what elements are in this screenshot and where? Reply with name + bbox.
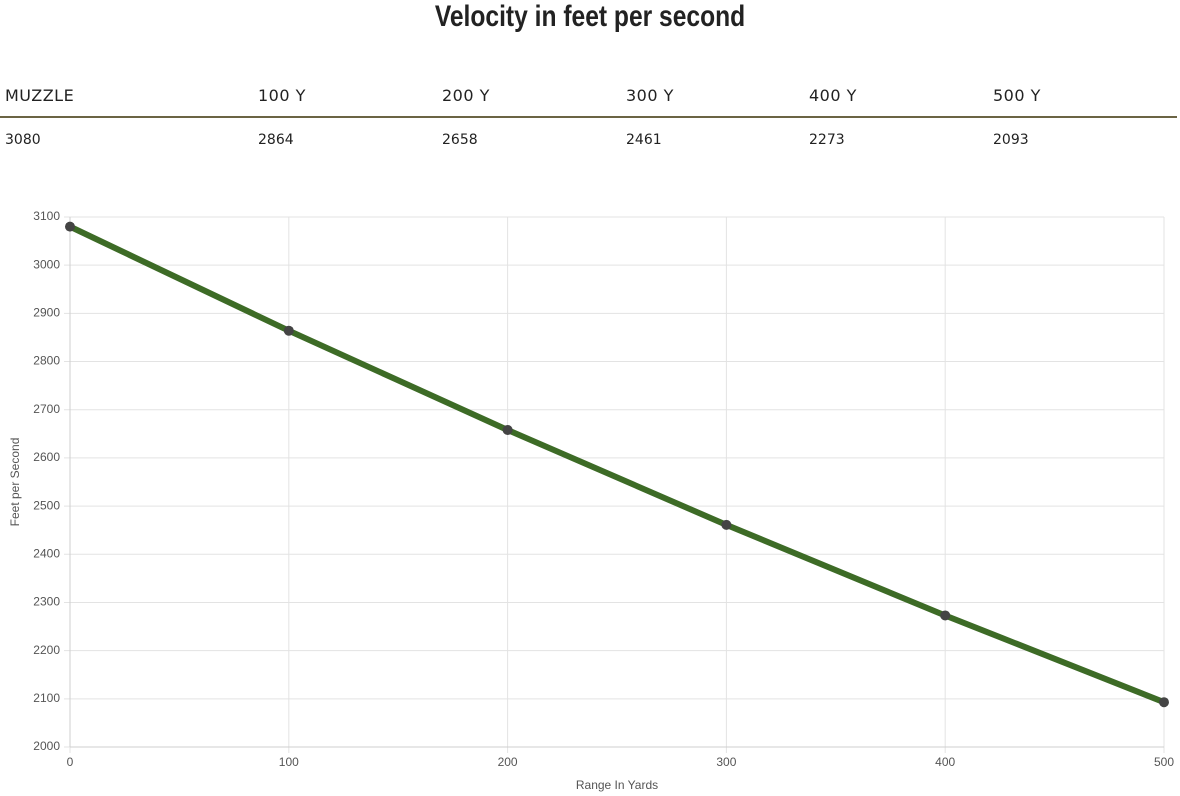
data-point <box>502 424 513 435</box>
velocity-table: MUZZLE 100 Y 200 Y 300 Y 400 Y 500 Y 3080 2864 2… <box>0 78 1177 164</box>
table-cell: 3080 <box>5 132 41 148</box>
x-axis-label: Range In Yards <box>576 778 658 792</box>
y-tick-label: 2700 <box>33 402 60 416</box>
y-tick-label: 3000 <box>33 257 60 271</box>
table-cell: 2273 <box>809 132 845 148</box>
x-tick-label: 200 <box>498 755 518 769</box>
header-cell: MUZZLE <box>5 86 75 105</box>
y-tick-label: 2600 <box>33 450 60 464</box>
data-point <box>283 325 294 336</box>
data-point <box>940 610 951 621</box>
x-tick-label: 100 <box>279 755 299 769</box>
series-line <box>68 223 1166 705</box>
header-cell: 500 Y <box>993 86 1041 105</box>
table-cell: 2658 <box>442 132 478 148</box>
data-point <box>1159 697 1169 708</box>
header-cell: 400 Y <box>809 86 857 105</box>
y-tick-label: 2000 <box>33 739 60 753</box>
table-cell: 2864 <box>258 132 294 148</box>
y-tick-label: 2900 <box>33 306 60 320</box>
table-row: 3080 2864 2658 2461 2273 2093 <box>0 118 1177 164</box>
x-tick-label: 0 <box>67 755 74 769</box>
page-title: Velocity in feet per second <box>434 0 746 33</box>
x-tick-label: 300 <box>716 755 736 769</box>
y-axis-label: Feet per Second <box>8 438 22 527</box>
y-tick-label: 2400 <box>33 546 60 560</box>
header-cell: 100 Y <box>258 86 306 105</box>
y-tick-label: 2300 <box>33 595 60 609</box>
table-header-row: MUZZLE 100 Y 200 Y 300 Y 400 Y 500 Y <box>0 78 1177 118</box>
y-tick-label: 3100 <box>33 209 60 223</box>
table-cell: 2093 <box>993 132 1029 148</box>
y-tick-label: 2500 <box>33 498 60 512</box>
y-tick-label: 2800 <box>33 354 60 368</box>
y-tick-label: 2100 <box>33 691 60 705</box>
data-point <box>65 221 75 232</box>
x-tick-label: 500 <box>1154 755 1174 769</box>
x-tick-label: 400 <box>935 755 955 769</box>
data-point <box>721 519 732 530</box>
y-tick-label: 2200 <box>33 643 60 657</box>
table-cell: 2461 <box>626 132 662 148</box>
header-cell: 300 Y <box>626 86 674 105</box>
header-cell: 200 Y <box>442 86 490 105</box>
